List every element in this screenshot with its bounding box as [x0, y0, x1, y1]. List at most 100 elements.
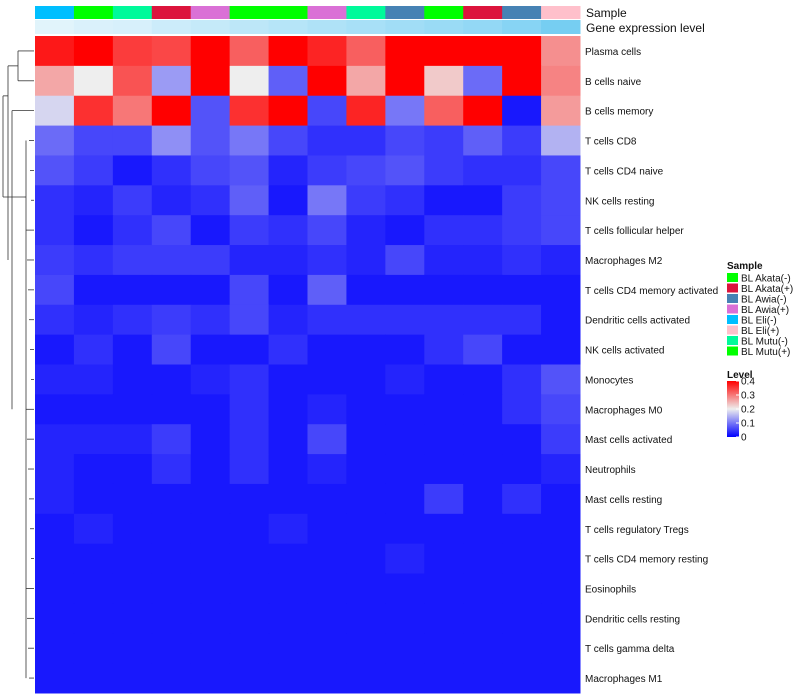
heatmap-cell	[463, 603, 503, 634]
heatmap-cell	[346, 215, 386, 246]
heatmap-cell	[502, 603, 542, 634]
heatmap-cell	[112, 603, 153, 634]
heatmap-cell	[190, 364, 231, 395]
heatmap-cell	[385, 364, 425, 395]
heatmap-cell	[35, 633, 75, 664]
sample-annotation-cell	[229, 6, 270, 19]
heatmap-cell	[229, 663, 270, 694]
heatmap-cell	[463, 185, 503, 216]
legend-level-ticks: 0.4 0.3 0.2 0.1 0	[736, 377, 755, 444]
row-label: Eosinophils	[585, 584, 636, 595]
heatmap-cell	[463, 394, 503, 425]
heatmap-cell	[151, 663, 192, 694]
heatmap-cell	[346, 483, 386, 515]
heatmap-cell	[112, 155, 153, 186]
heatmap-cell	[190, 543, 231, 575]
heatmap-cell	[541, 95, 581, 127]
heatmap-cell	[424, 394, 464, 425]
heatmap-cell	[73, 424, 114, 455]
heatmap-cell	[73, 483, 114, 515]
heatmap-cell	[35, 394, 75, 425]
heatmap-cell	[346, 394, 386, 425]
gene-expression-annotation-cell	[463, 20, 503, 34]
legend-entry-label: BL Eli(+)	[741, 326, 779, 337]
gene-expression-annotation-cell	[346, 20, 386, 34]
heatmap-cell	[112, 394, 153, 425]
heatmap-cell	[73, 125, 114, 156]
sample-annotation-cell	[346, 6, 386, 19]
gene-expression-annotation-cell	[73, 20, 114, 34]
heatmap-cell	[385, 513, 425, 545]
heatmap-cell	[385, 603, 425, 634]
heatmap-cell	[346, 543, 386, 575]
heatmap-cell	[541, 245, 581, 276]
heatmap-cell	[541, 185, 581, 216]
heatmap-cell	[190, 454, 231, 485]
heatmap-cell	[541, 334, 581, 365]
row-label: B cells naive	[585, 77, 642, 88]
row-label: T cells regulatory Tregs	[585, 525, 689, 536]
heatmap-cell	[229, 215, 270, 246]
heatmap-cell	[112, 513, 153, 545]
heatmap-cell	[112, 454, 153, 485]
heatmap-cell	[307, 543, 347, 575]
heatmap-cell	[346, 513, 386, 545]
heatmap-cell	[541, 424, 581, 455]
heatmap-cell	[502, 424, 542, 455]
heatmap-cell	[502, 394, 542, 425]
heatmap-cell	[541, 633, 581, 664]
heatmap-cell	[541, 603, 581, 634]
heatmap-cell	[424, 125, 464, 156]
gene-expression-annotation-cell	[307, 20, 347, 34]
heatmap-cell	[73, 364, 114, 395]
legend-sample-title: Sample	[727, 261, 763, 272]
row-label: Macrophages M1	[585, 674, 663, 685]
heatmap-cell	[112, 663, 153, 694]
heatmap-cell	[502, 364, 542, 395]
heatmap-cell	[190, 215, 231, 246]
row-dendrogram	[2, 50, 34, 679]
heatmap-cell	[268, 274, 308, 306]
row-label: Mast cells resting	[585, 495, 662, 506]
legend-level-tick-label: 0.1	[741, 419, 755, 430]
heatmap-cell	[190, 36, 231, 67]
heatmap-cell	[151, 185, 192, 216]
legend-entry-label: BL Awia(+)	[741, 305, 789, 316]
heatmap-cell	[190, 334, 231, 365]
heatmap-cell	[268, 95, 308, 127]
heatmap-cell	[268, 663, 308, 694]
heatmap-cell	[268, 304, 308, 336]
heatmap-cell	[229, 483, 270, 515]
heatmap-cell	[73, 513, 114, 545]
heatmap-cell	[424, 304, 464, 336]
heatmap-cell	[268, 215, 308, 246]
heatmap-cell	[463, 304, 503, 336]
heatmap-cell	[229, 454, 270, 485]
heatmap-cell	[35, 95, 75, 127]
heatmap-cell	[73, 185, 114, 216]
heatmap-cell	[112, 304, 153, 336]
heatmap-cell	[307, 36, 347, 67]
heatmap-cell	[35, 185, 75, 216]
sample-annotation-cell	[463, 6, 503, 19]
heatmap-cell	[463, 633, 503, 664]
sample-annotation-cell	[190, 6, 231, 19]
legend-entry-label: BL Akata(+)	[741, 284, 793, 295]
heatmap-cell	[346, 155, 386, 186]
heatmap-cell	[268, 185, 308, 216]
heatmap-cell	[424, 334, 464, 365]
heatmap-cell	[112, 125, 153, 156]
heatmap-cell	[229, 394, 270, 425]
heatmap-cell	[346, 274, 386, 306]
heatmap-cell	[190, 155, 231, 186]
heatmap-cell	[541, 454, 581, 485]
heatmap-cell	[307, 215, 347, 246]
heatmap-cell	[35, 155, 75, 186]
legend-sample-entries: BL Akata(-)BL Akata(+)BL Awia(-)BL Awia(…	[727, 273, 793, 358]
heatmap-cell	[502, 155, 542, 186]
heatmap-cell	[346, 454, 386, 485]
heatmap-cell	[502, 633, 542, 664]
heatmap-cell	[151, 513, 192, 545]
heatmap-cell	[190, 483, 231, 515]
heatmap-cell	[346, 185, 386, 216]
